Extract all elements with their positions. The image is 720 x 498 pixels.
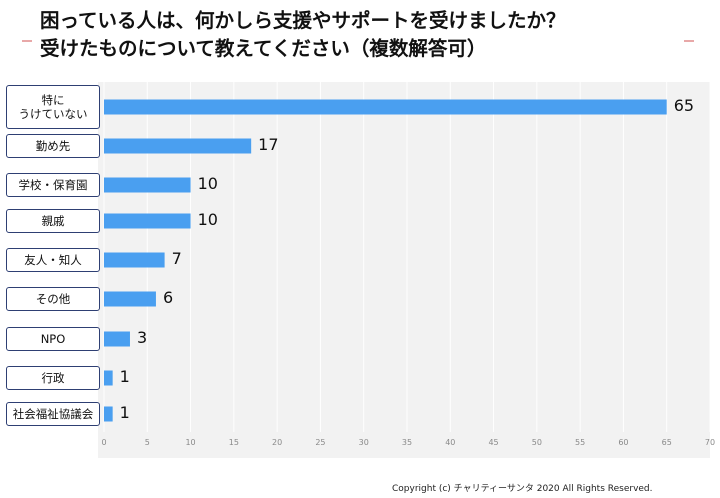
bar — [104, 291, 156, 307]
category-label: 親戚 — [6, 209, 100, 233]
plot-area — [98, 82, 710, 458]
bar-chart — [98, 82, 711, 458]
data-label: 65 — [673, 96, 695, 115]
x-tick-label: 15 — [228, 438, 239, 447]
x-tick-label: 5 — [144, 438, 150, 447]
title-divider-left — [22, 40, 32, 42]
x-tick-label: 35 — [401, 438, 413, 447]
data-label: 6 — [162, 288, 174, 307]
category-label: NPO — [6, 327, 100, 351]
data-label: 10 — [197, 210, 218, 229]
x-tick-label: 55 — [575, 438, 586, 447]
chart-title-line-2: 受けたものについて教えてください（複数解答可） — [40, 37, 487, 60]
data-label: 10 — [197, 174, 218, 193]
x-tick-label: 40 — [445, 438, 456, 447]
data-label: 7 — [171, 249, 182, 268]
x-tick-label: 20 — [272, 438, 283, 447]
data-label: 17 — [258, 135, 279, 154]
x-tick-label: 45 — [488, 438, 499, 447]
x-tick-label: 70 — [704, 438, 716, 447]
x-tick-label: 50 — [531, 438, 542, 447]
category-label: その他 — [6, 287, 100, 311]
x-tick-label: 25 — [315, 438, 326, 447]
x-tick-label: 30 — [358, 438, 369, 447]
title-divider-right — [684, 40, 694, 42]
copyright-notice: Copyright (c) チャリティーサンタ 2020 All Rights … — [392, 484, 653, 494]
bar — [104, 406, 113, 422]
bar — [104, 331, 130, 347]
bar — [104, 252, 165, 268]
x-tick-label: 65 — [661, 438, 672, 447]
chart-title-line-1: 困っている人は、何かしら支援やサポートを受けましたか？ — [40, 9, 566, 32]
category-label: 社会福祉協議会 — [6, 402, 100, 426]
bar — [104, 370, 113, 386]
category-label: 勤め先 — [6, 134, 100, 158]
category-label: 行政 — [6, 366, 100, 390]
category-label: 友人・知人 — [6, 248, 100, 272]
bar — [104, 99, 667, 115]
bar — [104, 213, 191, 229]
x-tick-label: 0 — [101, 438, 107, 447]
x-tick-label: 60 — [618, 438, 629, 447]
data-label: 1 — [119, 367, 130, 386]
bar — [104, 138, 252, 154]
data-label: 3 — [136, 328, 148, 347]
x-tick-label: 10 — [185, 438, 196, 447]
category-label: 学校・保育園 — [6, 173, 100, 197]
data-label: 1 — [119, 403, 130, 422]
bar — [104, 177, 191, 193]
category-label: 特に うけていない — [6, 85, 100, 129]
